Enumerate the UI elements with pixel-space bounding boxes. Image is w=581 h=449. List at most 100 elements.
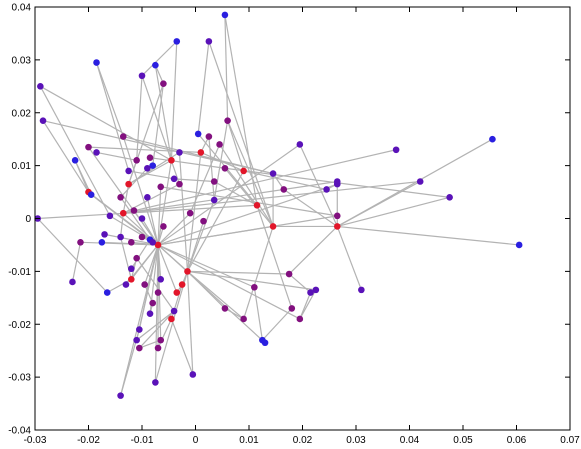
- graph-node: [197, 149, 205, 156]
- graph-edge: [154, 65, 173, 161]
- graph-node: [119, 133, 127, 140]
- graph-edge: [227, 120, 245, 172]
- graph-node: [189, 371, 197, 378]
- graph-node: [224, 117, 231, 124]
- graph-edge: [40, 85, 172, 161]
- graph-node: [312, 286, 320, 294]
- graph-edge: [157, 244, 255, 288]
- graph-edge: [219, 144, 274, 227]
- graph-edge: [288, 226, 338, 275]
- graph-edge: [187, 270, 245, 320]
- graph-node: [205, 38, 213, 45]
- graph-node: [37, 83, 44, 90]
- graph-node: [125, 167, 132, 175]
- x-tick-label: 0.05: [453, 435, 473, 446]
- axes-frame: [34, 6, 571, 431]
- graph-node: [146, 154, 154, 161]
- graph-edge: [186, 220, 205, 272]
- graph-edge: [157, 244, 266, 344]
- graph-node: [77, 238, 84, 246]
- graph-node: [85, 143, 92, 151]
- graph-edge: [95, 62, 130, 172]
- x-tick-label: 0.01: [239, 435, 259, 446]
- graph-node: [125, 180, 132, 188]
- graph-node: [240, 167, 247, 175]
- graph-edge: [208, 41, 274, 227]
- graph-edge: [120, 244, 159, 396]
- graph-edge: [120, 213, 124, 238]
- x-tick-label: 0.02: [293, 435, 313, 446]
- graph-node: [173, 38, 181, 45]
- graph-node: [205, 133, 213, 140]
- x-tick-label: 0.06: [507, 435, 527, 446]
- graph-edge: [187, 270, 316, 291]
- graph-node: [416, 178, 424, 185]
- graph-node: [117, 194, 124, 201]
- y-tick-label: 0.03: [12, 55, 32, 66]
- graph-node: [333, 212, 341, 220]
- graph-node: [128, 265, 135, 273]
- graph-edge: [123, 149, 397, 214]
- graph-edge: [157, 186, 162, 245]
- graph-edge: [71, 242, 82, 283]
- y-tick-label: -0.04: [8, 426, 31, 437]
- graph-edge: [197, 41, 210, 134]
- graph-node: [173, 289, 181, 296]
- graph-edge: [160, 186, 338, 217]
- x-axis: -0.03 -0.02 -0.01 0 0.01 0.02 0.03 0.04 0.05 0.06…: [24, 7, 580, 446]
- graph-node: [87, 191, 95, 199]
- graph-edge: [95, 62, 124, 137]
- graph-edge: [200, 151, 244, 172]
- graph-edge: [154, 271, 189, 383]
- y-axis: -0.04 -0.03 -0.02 -0.01 0 0.01 0.02 0.03 0.04: [8, 3, 570, 437]
- graph-edge: [39, 86, 111, 217]
- graph-node: [269, 170, 277, 177]
- graph-node: [149, 238, 156, 246]
- graph-edge: [146, 197, 159, 246]
- graph-node: [251, 283, 258, 291]
- graph-node: [221, 305, 229, 312]
- graph-edge: [141, 40, 178, 77]
- graph-node: [93, 59, 100, 66]
- graph-node: [136, 344, 143, 352]
- graph-edge: [154, 244, 159, 383]
- graph-node: [133, 336, 140, 344]
- graph-node: [71, 157, 79, 164]
- graph-node: [288, 305, 296, 312]
- graph-node: [128, 276, 135, 283]
- graph-node: [93, 149, 100, 156]
- graph-edge: [139, 339, 161, 349]
- graph-node: [184, 268, 191, 275]
- graph-node: [261, 339, 269, 347]
- y-tick-label: 0.02: [12, 108, 32, 119]
- graph-node: [253, 201, 261, 209]
- graph-node: [149, 162, 156, 169]
- graph-edge: [141, 75, 181, 185]
- graph-node: [176, 180, 183, 188]
- graph-edge: [157, 212, 191, 246]
- x-tick-label: 0: [193, 435, 199, 446]
- graph-node: [157, 183, 165, 191]
- x-tick-label: -0.03: [24, 435, 47, 446]
- graph-edge: [144, 284, 154, 304]
- graph-node: [280, 186, 288, 193]
- graph-node: [39, 117, 47, 124]
- graph-edge: [288, 273, 311, 293]
- graph-edge: [157, 244, 178, 293]
- graph-node: [138, 215, 146, 222]
- x-tick-label: -0.02: [77, 435, 100, 446]
- graph-edge: [157, 225, 274, 246]
- graph-node: [98, 238, 106, 246]
- graph-node: [323, 186, 330, 193]
- graph-node: [296, 315, 304, 323]
- graph-node: [157, 276, 165, 283]
- graph-edges: [37, 14, 520, 396]
- graph-edge: [157, 183, 338, 246]
- graph-edge: [186, 170, 245, 272]
- graph-node: [69, 278, 76, 286]
- graph-node: [200, 217, 207, 225]
- graph-node: [152, 61, 159, 69]
- graph-edge: [123, 180, 338, 214]
- graph-node: [168, 315, 175, 323]
- graph-edge: [224, 14, 258, 206]
